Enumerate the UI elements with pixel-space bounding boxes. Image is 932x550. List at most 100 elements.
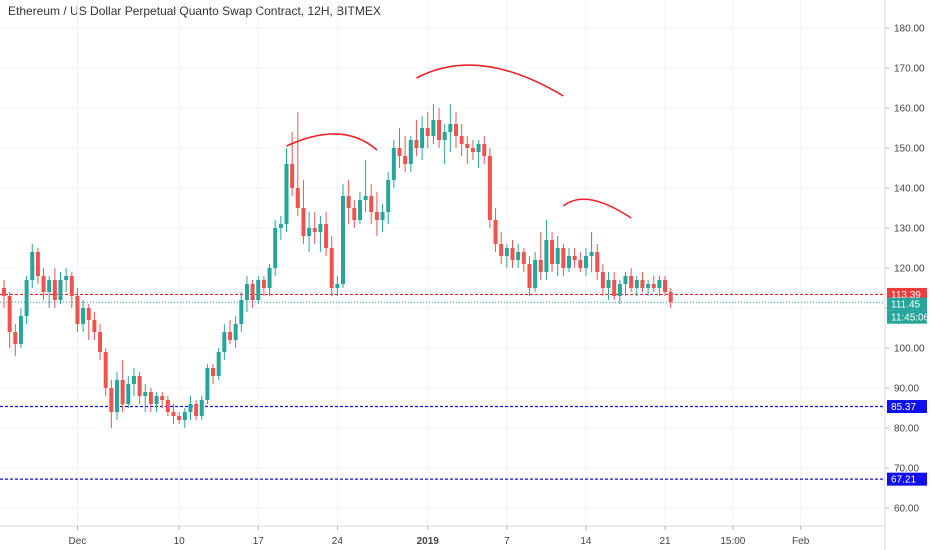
- candle-body: [92, 320, 97, 332]
- pattern-arcs: [286, 64, 632, 219]
- candle-body: [617, 284, 622, 296]
- last-price-tag-bg: [887, 297, 927, 311]
- candle-body: [516, 252, 521, 260]
- candle: [341, 184, 345, 288]
- candle: [165, 396, 170, 416]
- ytick-label: 160.00: [894, 104, 925, 115]
- candle-body: [595, 252, 600, 272]
- xtick-label: 24: [332, 536, 344, 547]
- candle: [2, 280, 6, 308]
- last-price-tag-label: 111.45: [891, 300, 921, 311]
- candle-body: [504, 248, 509, 256]
- last-price-tag: 111.45: [887, 297, 927, 311]
- candle-body: [312, 228, 317, 232]
- candle-body: [623, 276, 628, 284]
- time-axis[interactable]: Dec 10 17 24 2019 7 14 21 15:00 Feb: [69, 526, 810, 547]
- candle: [98, 324, 103, 360]
- candle-body: [391, 148, 396, 180]
- candle-body: [188, 404, 193, 412]
- price-tags: 113.39 85.37 67.21 111.45 11:45:06: [887, 287, 930, 486]
- level-tag-bg: [887, 400, 927, 414]
- candle: [64, 268, 69, 292]
- candle-body: [538, 260, 543, 272]
- candle: [109, 380, 114, 428]
- candle: [521, 248, 526, 272]
- candle: [154, 392, 159, 412]
- candle: [267, 264, 272, 296]
- candle: [228, 320, 232, 344]
- candle-body: [109, 388, 114, 412]
- xtick-label: 21: [659, 536, 671, 547]
- candle-body: [600, 272, 605, 288]
- candle-body: [550, 240, 555, 264]
- candle: [595, 244, 600, 280]
- candle-body: [30, 252, 35, 280]
- candle-body: [137, 376, 142, 396]
- candle: [583, 248, 588, 276]
- candle: [75, 288, 80, 332]
- candle: [295, 112, 300, 216]
- candle-body: [256, 280, 261, 300]
- candle: [629, 268, 634, 292]
- candle: [487, 148, 492, 228]
- candle-body: [544, 240, 549, 272]
- candle-body: [414, 140, 419, 148]
- candle: [663, 276, 668, 296]
- candle: [504, 244, 509, 268]
- candle-body: [171, 412, 176, 416]
- candle-body: [131, 376, 136, 384]
- candle-body: [154, 396, 159, 404]
- countdown-tag-label: 11:45:06: [891, 313, 930, 324]
- candle: [668, 288, 673, 308]
- candle-body: [352, 208, 357, 220]
- candle: [374, 192, 379, 236]
- level-tag: 67.21: [887, 472, 927, 486]
- candle-body: [250, 284, 255, 300]
- candle-body: [52, 280, 57, 300]
- candle: [600, 264, 605, 296]
- level-tag-bg: [887, 287, 927, 301]
- candle-body: [47, 280, 52, 292]
- candle: [380, 204, 385, 232]
- candle-body: [199, 400, 204, 416]
- candle: [493, 208, 498, 252]
- candle: [278, 216, 283, 240]
- candle: [640, 272, 645, 292]
- candle-body: [41, 276, 46, 292]
- candle-body: [589, 252, 594, 256]
- ytick-label: 100.00: [894, 344, 925, 355]
- candle: [369, 184, 374, 224]
- countdown-tag-bg: [887, 310, 927, 324]
- candle: [324, 212, 329, 256]
- xtick-label: 15:00: [720, 536, 745, 547]
- level-tag-label: 113.39: [891, 290, 921, 301]
- candle-body: [120, 380, 125, 404]
- candle: [386, 172, 391, 224]
- xtick-label: 2019: [417, 536, 440, 547]
- candle-body: [567, 256, 571, 268]
- xtick-label: 14: [580, 536, 592, 547]
- price-axis[interactable]: 60.0070.0080.0090.00100.00110.00120.0013…: [885, 24, 925, 515]
- candle-body: [431, 120, 436, 136]
- candle-body: [81, 308, 86, 324]
- candle: [420, 116, 425, 160]
- candle-body: [103, 352, 108, 388]
- candle: [233, 316, 238, 348]
- candle: [52, 268, 57, 308]
- candle-body: [233, 324, 238, 340]
- candle: [47, 276, 52, 308]
- candle-body: [493, 220, 498, 244]
- candle-body: [629, 276, 634, 288]
- grid: [0, 0, 885, 526]
- candle: [290, 132, 295, 196]
- candle-body: [290, 164, 295, 188]
- candle: [567, 248, 571, 272]
- candle-body: [533, 260, 538, 288]
- candle-body: [2, 288, 6, 296]
- candle: [408, 136, 413, 172]
- candle: [617, 280, 622, 304]
- candle: [126, 376, 131, 408]
- level-tag-label: 67.21: [891, 475, 916, 486]
- candle-body: [612, 280, 617, 296]
